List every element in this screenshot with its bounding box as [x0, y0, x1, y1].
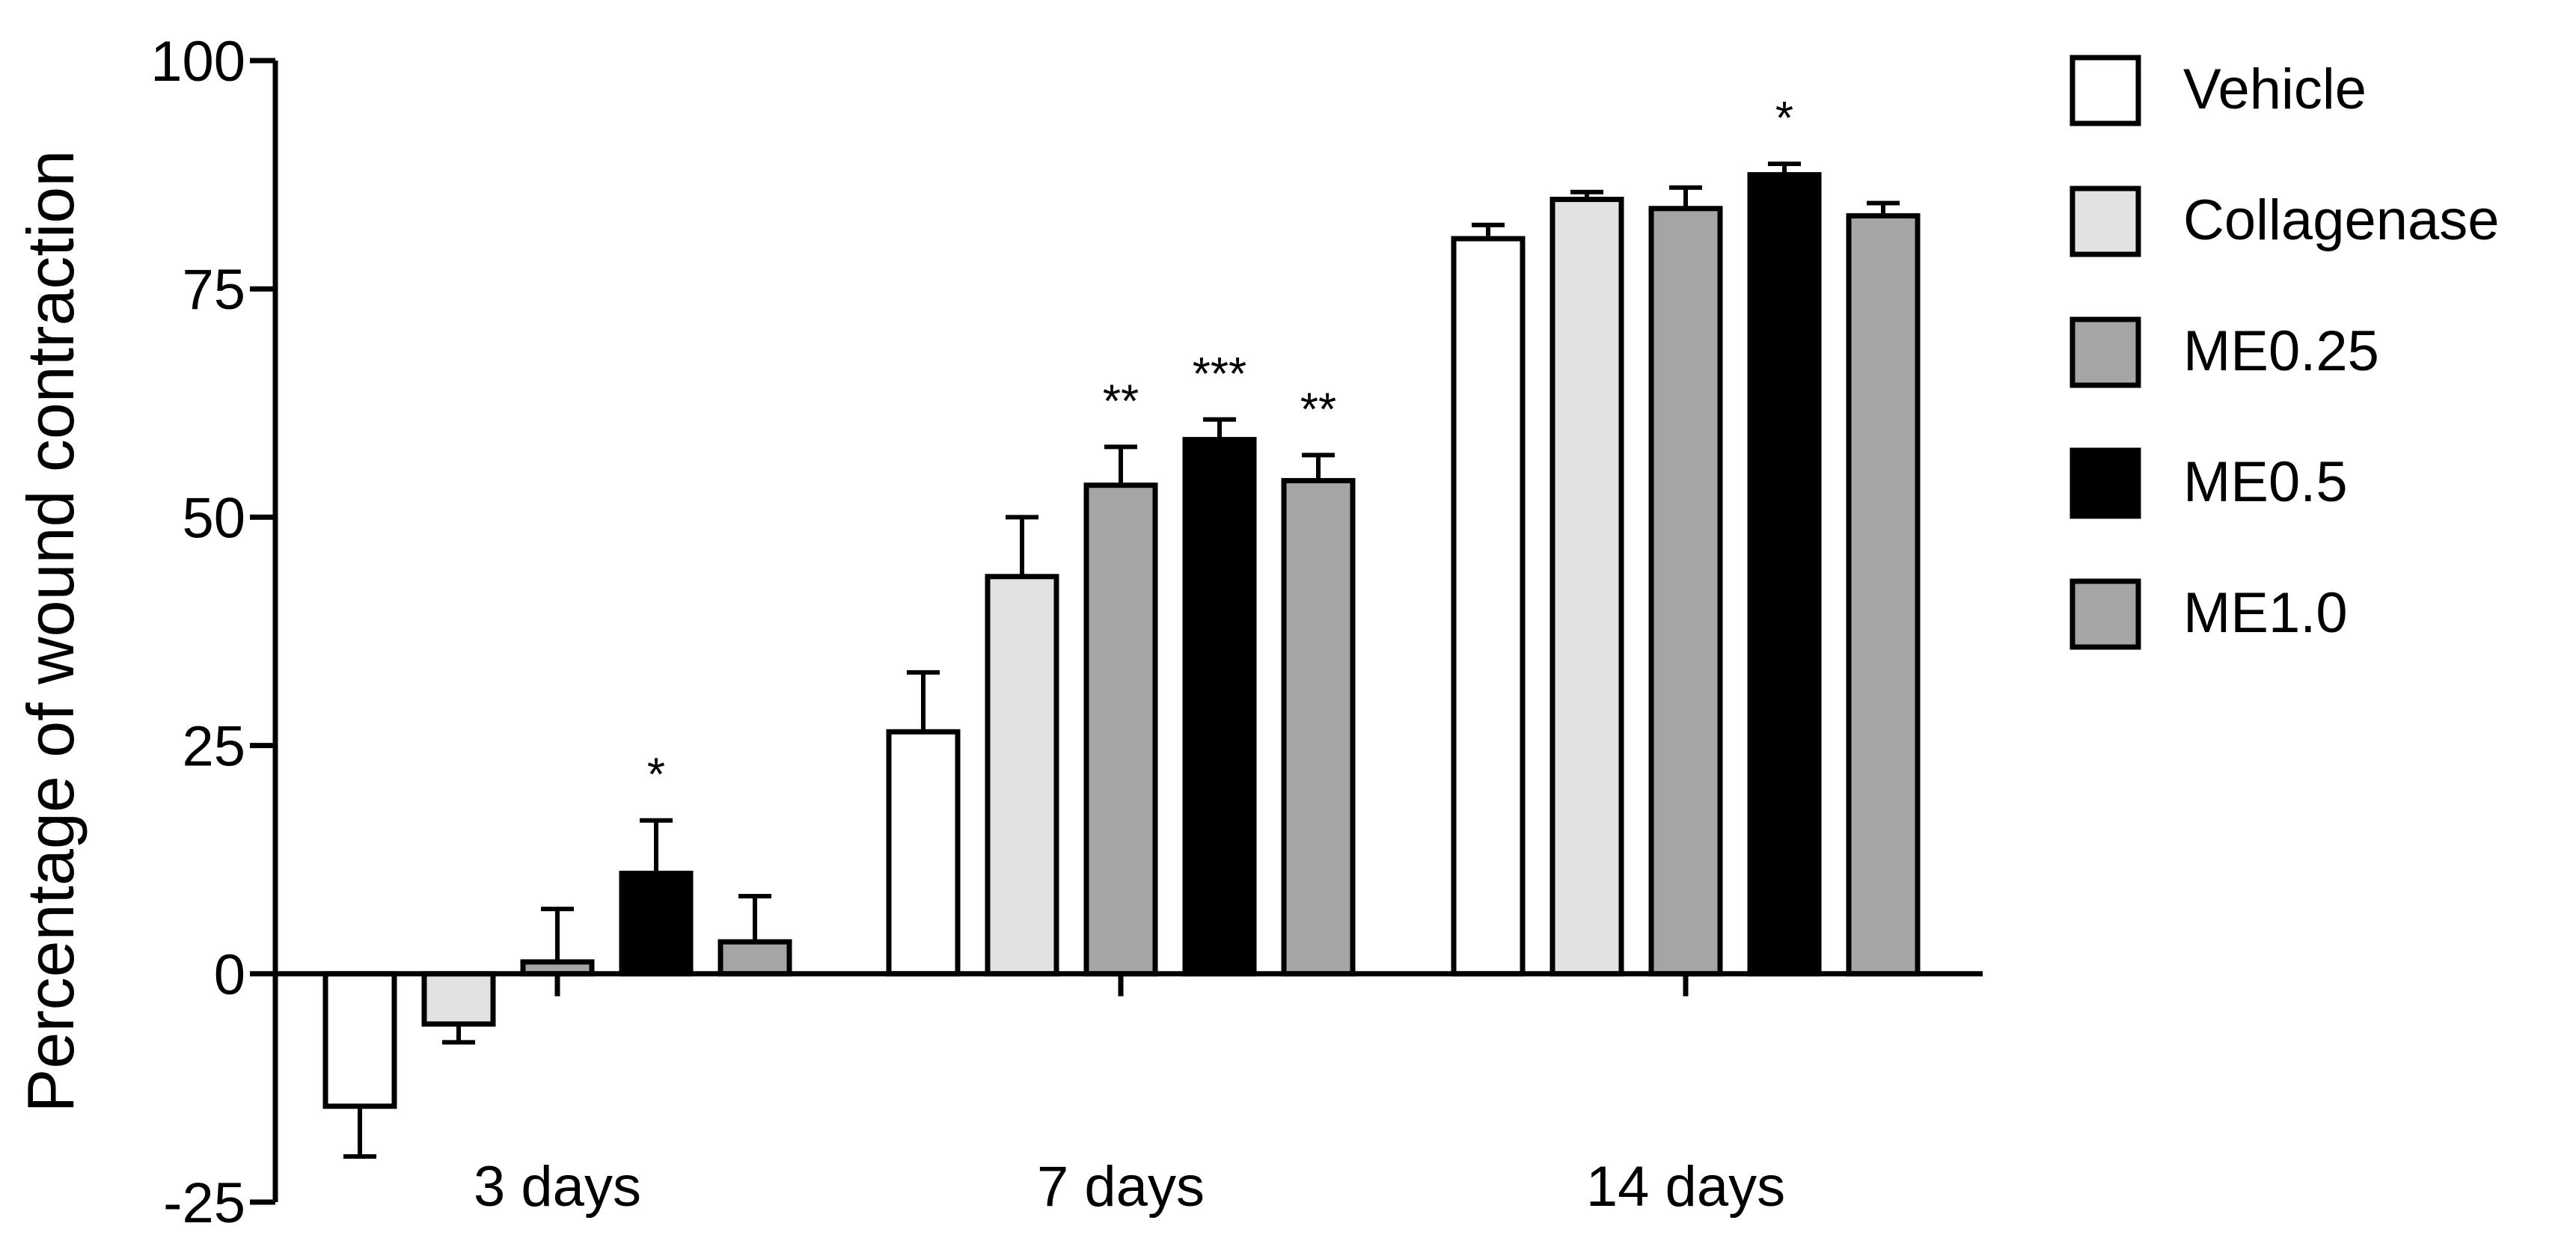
significance-label: *: [647, 750, 665, 801]
legend-label: Collagenase: [2183, 189, 2500, 252]
y-axis-label: Percentage of wound contraction: [13, 150, 88, 1113]
y-axis: -25 0 25 50 75 100: [150, 30, 278, 1235]
bar: [985, 574, 1059, 977]
x-category-label: 14 days: [1586, 1155, 1785, 1219]
legend-swatch: [2069, 447, 2141, 519]
bar: [322, 971, 397, 1109]
legend-swatch: [2069, 578, 2141, 650]
significance-label: **: [1103, 376, 1139, 427]
y-tick-label: 100: [150, 30, 245, 94]
plot-area: *********: [322, 93, 1921, 1159]
legend: Vehicle Collagenase ME0.25 ME0.5 ME1.0: [2069, 55, 2500, 650]
bar: [1083, 482, 1158, 977]
bar: [1182, 437, 1257, 977]
bar: [1648, 206, 1723, 977]
significance-label: ***: [1193, 349, 1246, 400]
x-category-label: 3 days: [474, 1155, 641, 1219]
bar: [421, 971, 496, 1027]
bar: [718, 939, 792, 977]
y-tick-label: 50: [182, 486, 245, 550]
legend-label: ME0.5: [2183, 450, 2348, 514]
legend-label: ME1.0: [2183, 581, 2348, 645]
y-tick-label: 0: [214, 943, 245, 1007]
y-tick-label: 25: [182, 715, 245, 779]
x-category-label: 7 days: [1037, 1155, 1205, 1219]
legend-label: ME0.25: [2183, 319, 2379, 383]
y-tick-label: -25: [163, 1171, 245, 1235]
bar: [1549, 197, 1624, 977]
significance-label: *: [1775, 93, 1793, 144]
bar: [886, 729, 961, 977]
x-axis: 3 days 7 days 14 days: [275, 971, 1983, 1219]
legend-swatch: [2069, 316, 2141, 388]
bar: [1281, 478, 1356, 977]
legend-label: Vehicle: [2183, 58, 2367, 121]
bar: [1451, 236, 1526, 977]
legend-swatch: [2069, 186, 2141, 257]
significance-label: **: [1300, 384, 1336, 435]
bar: [619, 871, 694, 977]
bar: [1747, 172, 1822, 977]
bar: [1846, 213, 1921, 977]
legend-swatch: [2069, 55, 2141, 126]
y-tick-label: 75: [182, 258, 245, 322]
